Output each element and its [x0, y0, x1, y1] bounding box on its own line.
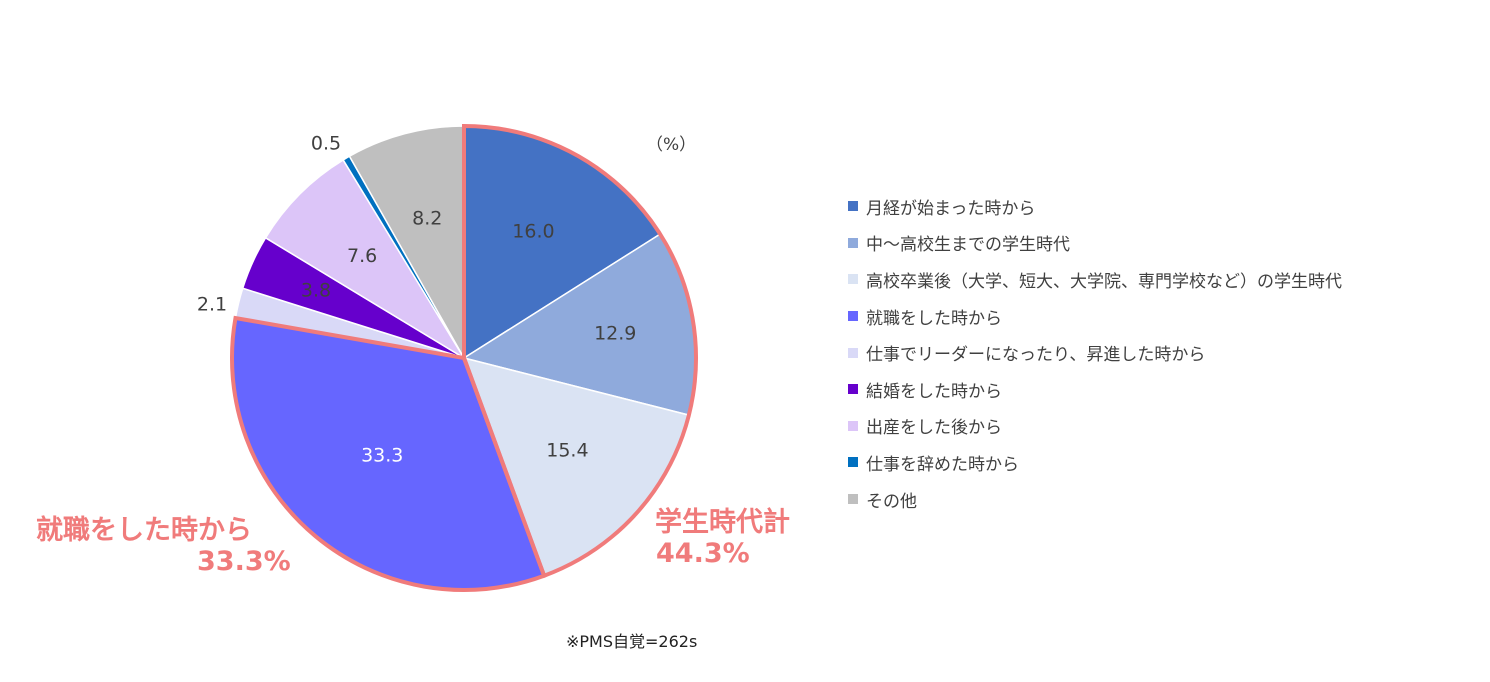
pie-value-label: 16.0 — [512, 221, 554, 243]
callout-student-total-value: 44.3% — [656, 538, 750, 569]
pie-value-label: 2.1 — [197, 294, 227, 316]
callout-employment-value: 33.3% — [197, 546, 291, 577]
highlight-employment — [230, 315, 547, 592]
pie-value-label: 8.2 — [412, 207, 442, 229]
legend-label: その他 — [866, 491, 917, 512]
legend-swatch — [848, 311, 858, 322]
pie-value-label: 7.6 — [347, 245, 377, 267]
legend-label: 仕事を辞めた時から — [866, 454, 1019, 475]
legend-item: 中〜高校生までの学生時代 — [848, 225, 1342, 262]
legend-item: 結婚をした時から — [848, 371, 1342, 408]
pie-value-labels: 16.0 12.9 15.4 33.3 2.1 3.8 7.6 0.5 8.2 — [197, 133, 636, 467]
footnote: ※PMS自覚=262s — [566, 632, 698, 651]
legend-swatch — [848, 201, 858, 212]
pie-highlight-outlines — [230, 123, 698, 592]
unit-label: （%） — [646, 135, 697, 155]
pie-value-label: 12.9 — [594, 322, 636, 344]
legend-swatch — [848, 274, 858, 285]
legend-item: その他 — [848, 481, 1342, 518]
legend-item: 月経が始まった時から — [848, 188, 1342, 225]
legend-swatch — [848, 347, 858, 358]
pie-value-label: 0.5 — [311, 133, 341, 155]
pie-value-label: 33.3 — [361, 444, 403, 466]
legend-item: 就職をした時から — [848, 298, 1342, 335]
legend: 月経が始まった時から中〜高校生までの学生時代高校卒業後（大学、短大、大学院、専門… — [848, 188, 1342, 517]
legend-label: 結婚をした時から — [866, 381, 1002, 402]
legend-label: 月経が始まった時から — [866, 198, 1036, 219]
pie-slice — [348, 125, 465, 361]
pie-value-label: 15.4 — [546, 440, 588, 462]
callout-student-total-title: 学生時代計 — [655, 507, 790, 538]
legend-item: 仕事を辞めた時から — [848, 444, 1342, 481]
pie-value-label: 3.8 — [301, 280, 331, 302]
legend-item: 高校卒業後（大学、短大、大学院、専門学校など）の学生時代 — [848, 261, 1342, 298]
pie-slice — [264, 158, 465, 359]
legend-swatch — [848, 494, 858, 505]
callout-employment-title: 就職をした時から — [36, 515, 252, 546]
legend-swatch — [848, 420, 858, 431]
legend-swatch — [848, 237, 858, 248]
legend-label: 高校卒業後（大学、短大、大学院、専門学校など）の学生時代 — [866, 271, 1342, 292]
legend-swatch — [848, 457, 858, 468]
legend-label: 就職をした時から — [866, 308, 1002, 329]
legend-item: 仕事でリーダーになったり、昇進した時から — [848, 334, 1342, 371]
pie-slices — [231, 125, 697, 591]
legend-label: 中〜高校生までの学生時代 — [866, 235, 1070, 256]
highlight-student-period — [462, 123, 698, 579]
legend-item: 出産をした後から — [848, 408, 1342, 445]
legend-swatch — [848, 384, 858, 395]
legend-label: 仕事でリーダーになったり、昇進した時から — [866, 345, 1206, 366]
legend-label: 出産をした後から — [866, 418, 1002, 439]
